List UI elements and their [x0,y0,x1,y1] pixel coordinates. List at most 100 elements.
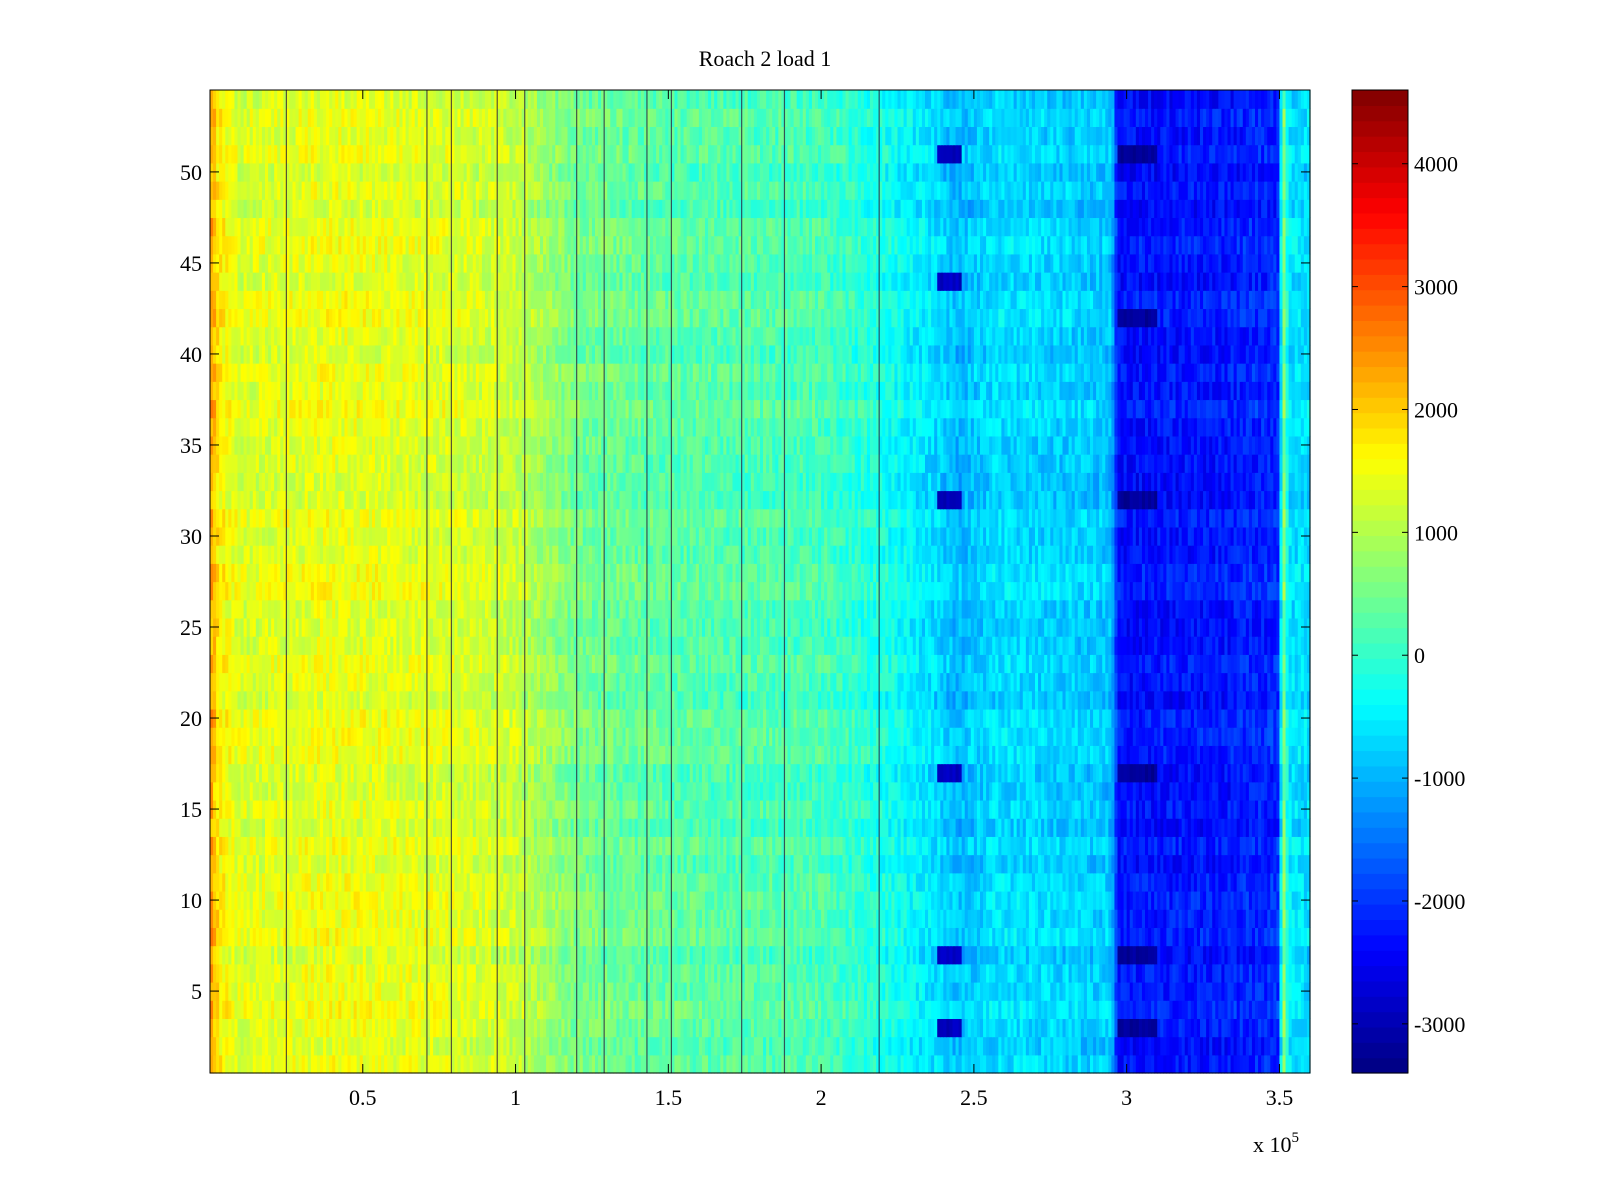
heatmap-cell [329,963,333,983]
heatmap-cell [802,1000,807,1019]
heatmap-cell [295,1018,300,1038]
heatmap-cell [1306,1054,1311,1074]
heatmap-cell [958,981,963,1001]
heatmap-cell [1172,981,1177,1001]
heatmap-cell [335,1000,339,1019]
heatmap-cell [766,945,770,965]
heatmap-cell [833,1000,837,1019]
heatmap-cell [1178,963,1183,983]
heatmap-cell [1093,945,1097,965]
heatmap-cell [1248,1036,1253,1056]
heatmap-cell [237,1000,242,1019]
heatmap-cell [1291,1054,1296,1074]
heatmap-cell [1160,945,1164,965]
heatmap-cell [686,927,691,947]
heatmap-cell [842,1018,847,1038]
heatmap-cell [787,963,792,983]
heatmap-cell [225,1054,229,1074]
heatmap-cell [1267,1036,1271,1056]
heatmap-cell [393,1018,397,1038]
heatmap-cell [298,1018,303,1038]
heatmap-cell [289,945,294,965]
heatmap-cell [815,963,819,983]
heatmap-cell [323,927,327,947]
heatmap-cell [946,945,951,965]
heatmap-cell [445,945,449,965]
heatmap-cell [839,1018,844,1038]
heatmap-cell [1245,1000,1250,1019]
heatmap-cell [286,963,291,983]
heatmap-cell [808,1018,813,1038]
heatmap-cell [613,1018,617,1038]
heatmap-cell [692,1000,697,1019]
heatmap-cell [286,1000,291,1019]
heatmap-cell [295,927,300,947]
heatmap-cell [445,963,449,983]
heatmap-cell [671,945,676,965]
heatmap-cell [1303,1054,1308,1074]
heatmap-cell [225,945,229,965]
heatmap-cell [637,1000,642,1019]
heatmap-cell [356,927,361,947]
heatmap-cell [815,1018,819,1038]
heatmap-cell [805,1000,810,1019]
heatmap-cell [714,963,718,983]
heatmap-cell [399,1000,404,1019]
heatmap-cell [753,1018,758,1038]
heatmap-cell [1102,963,1106,983]
heatmap-cell [463,1018,468,1038]
heatmap-cell [1209,981,1213,1001]
heatmap-cell [439,1036,443,1056]
heatmap-cell [1181,963,1186,983]
heatmap-cell [414,1018,419,1038]
heatmap-cell [1010,945,1015,965]
heatmap-cell [216,1036,220,1056]
heatmap-cell [445,927,449,947]
heatmap-cell [433,1054,437,1074]
heatmap-cell [515,927,520,947]
heatmap-cell [359,963,364,983]
heatmap-cell [478,1000,483,1019]
heatmap-cell [824,963,828,983]
heatmap-cell [741,981,746,1001]
heatmap-cell [1303,1036,1308,1056]
heatmap-cell [469,1054,474,1074]
heatmap-cell [414,981,419,1001]
heatmap-cell [512,1000,517,1019]
heatmap-cell [634,1018,639,1038]
heatmap-cell [1111,963,1116,983]
heatmap-cell [1273,963,1277,983]
heatmap-cell [558,963,562,983]
heatmap-cell [228,1000,232,1019]
heatmap-cell [637,1036,642,1056]
heatmap-cell [857,1000,862,1019]
heatmap-cell [1178,945,1183,965]
heatmap-cell [692,1036,697,1056]
heatmap-cell [741,945,746,965]
heatmap-cell [289,981,294,1001]
heatmap-cell [625,927,630,947]
heatmap-cell [277,927,281,947]
heatmap-cell [912,1018,917,1038]
heatmap-cell [463,927,468,947]
heatmap-cell [689,963,694,983]
heatmap-cell [277,963,281,983]
heatmap-cell [478,1018,483,1038]
heatmap-cell [866,1018,871,1038]
heatmap-cell [653,963,657,983]
heatmap-cell [628,1018,633,1038]
heatmap-cell [549,981,553,1001]
heatmap-cell [292,1018,297,1038]
heatmap-cell [549,963,553,983]
heatmap-cell [1010,981,1015,1001]
heatmap-cell [634,1054,639,1074]
heatmap-cell [961,1000,966,1019]
heatmap-cell [286,1018,291,1038]
heatmap-cell [940,1018,944,1038]
heatmap-cell [582,1036,587,1056]
heatmap-cell [549,1054,553,1074]
heatmap-cell [616,927,621,947]
heatmap-cell [417,945,422,965]
heatmap-cell [521,945,526,965]
heatmap-cell [436,981,440,1001]
